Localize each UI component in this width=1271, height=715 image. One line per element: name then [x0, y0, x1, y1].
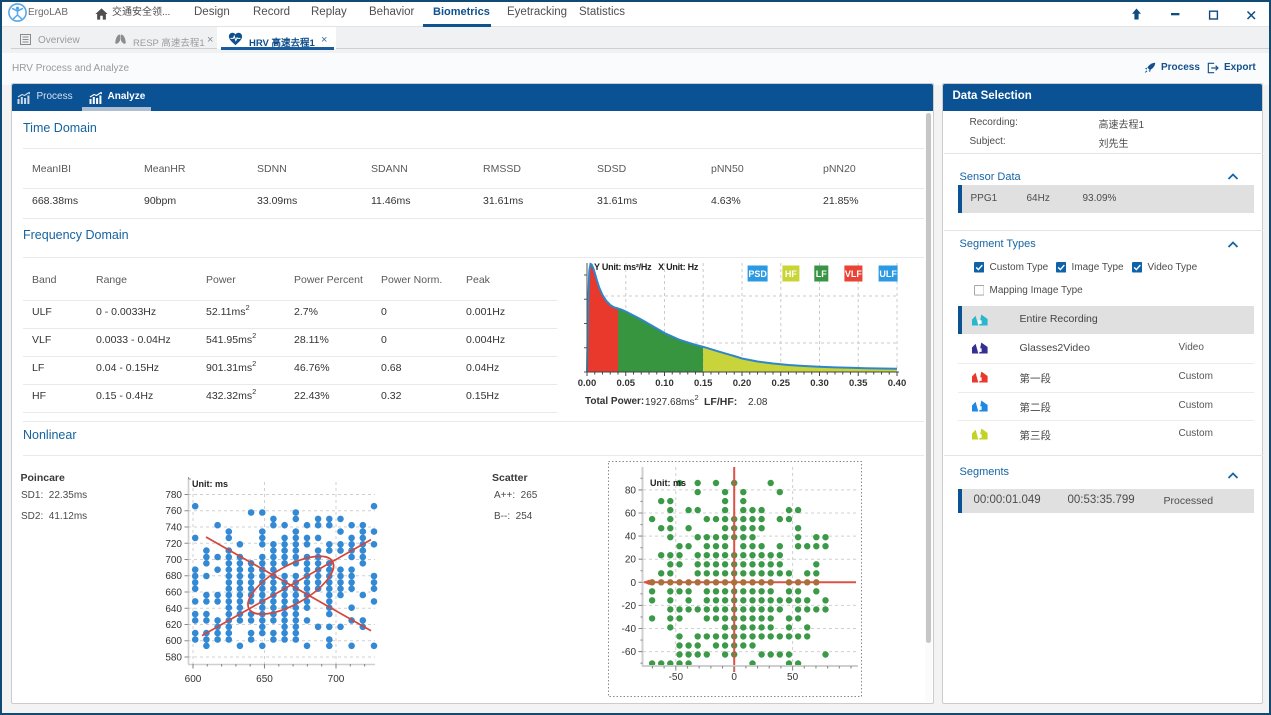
svg-text:600: 600	[165, 636, 182, 647]
svg-text:-40: -40	[622, 624, 637, 635]
svg-text:Unit: ms: Unit: ms	[650, 478, 686, 488]
svg-text:0: 0	[731, 672, 737, 683]
svg-text:ULF: ULF	[879, 269, 897, 279]
svg-text:60: 60	[625, 508, 637, 519]
svg-text:0.10: 0.10	[655, 378, 674, 389]
svg-text:PSD: PSD	[748, 269, 767, 279]
svg-text:20: 20	[625, 554, 637, 565]
svg-text:0.30: 0.30	[810, 378, 829, 389]
svg-text:0.00: 0.00	[578, 378, 597, 389]
svg-text:-60: -60	[622, 647, 637, 658]
svg-text:620: 620	[165, 620, 182, 631]
svg-text:0.35: 0.35	[849, 378, 868, 389]
svg-text:760: 760	[165, 506, 182, 517]
svg-text:660: 660	[165, 587, 182, 598]
svg-text:680: 680	[165, 571, 182, 582]
svg-text:740: 740	[165, 522, 182, 533]
svg-text:-20: -20	[622, 600, 637, 611]
svg-text:0.15: 0.15	[694, 378, 713, 389]
svg-text:650: 650	[256, 674, 273, 685]
svg-text:580: 580	[165, 652, 182, 663]
svg-text:80: 80	[625, 485, 637, 496]
svg-text:LF: LF	[816, 269, 827, 279]
svg-text:-50: -50	[669, 672, 684, 683]
svg-text:Unit: ms: Unit: ms	[192, 479, 228, 489]
svg-text:0.20: 0.20	[733, 378, 752, 389]
svg-text:Y Unit: ms²/Hz X Unit: Hz: Y Unit: ms²/Hz X Unit: Hz	[594, 262, 699, 272]
svg-text:640: 640	[165, 603, 182, 614]
svg-text:0.40: 0.40	[888, 378, 907, 389]
svg-text:0.25: 0.25	[772, 378, 791, 389]
svg-text:700: 700	[165, 555, 182, 566]
svg-text:0: 0	[630, 577, 636, 588]
svg-text:700: 700	[328, 674, 345, 685]
svg-text:720: 720	[165, 538, 182, 549]
svg-text:50: 50	[787, 672, 799, 683]
svg-text:HF: HF	[785, 269, 797, 279]
svg-text:0.05: 0.05	[617, 378, 636, 389]
svg-text:600: 600	[185, 674, 202, 685]
svg-text:VLF: VLF	[845, 269, 863, 279]
svg-text:780: 780	[165, 490, 182, 501]
svg-text:40: 40	[625, 531, 637, 542]
